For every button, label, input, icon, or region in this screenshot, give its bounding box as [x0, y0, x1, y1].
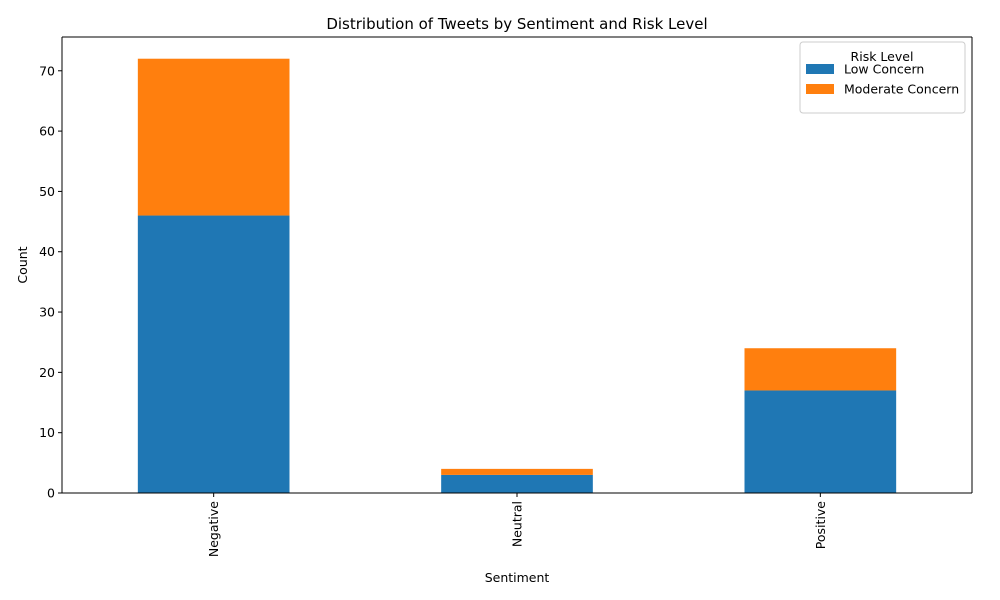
legend-label-low-concern: Low Concern — [844, 62, 924, 77]
bar-neutral-low-concern — [441, 474, 593, 493]
y-tick-label: 0 — [47, 486, 55, 501]
y-tick-label: 40 — [39, 244, 55, 259]
bar-negative-low-concern — [137, 215, 290, 494]
x-tick-label-negative: Negative — [206, 501, 221, 557]
legend-swatch-moderate-concern — [806, 84, 834, 94]
bar-positive-low-concern — [744, 390, 897, 493]
bars-layer — [137, 58, 897, 494]
x-axis-ticks: Negative Neutral Positive — [206, 493, 828, 557]
x-tick-label-positive: Positive — [813, 501, 828, 549]
x-tick-label-neutral: Neutral — [510, 501, 525, 547]
bar-neutral-moderate-concern — [441, 468, 593, 475]
y-tick-label: 10 — [39, 425, 55, 440]
y-axis-label: Count — [15, 246, 30, 283]
legend-label-moderate-concern: Moderate Concern — [844, 82, 959, 97]
y-tick-label: 60 — [39, 124, 55, 139]
y-axis-ticks: 0 10 20 30 40 50 60 70 — [39, 63, 62, 501]
bar-negative-moderate-concern — [137, 58, 290, 216]
legend-frame — [799, 41, 966, 114]
y-tick-label: 20 — [39, 365, 55, 380]
legend: Risk Level Low Concern Moderate Concern — [799, 41, 966, 114]
chart-title: Distribution of Tweets by Sentiment and … — [326, 15, 707, 33]
legend-title: Risk Level — [851, 49, 914, 64]
y-tick-label: 70 — [39, 63, 55, 78]
y-tick-label: 50 — [39, 184, 55, 199]
x-axis-label: Sentiment — [485, 570, 550, 585]
legend-swatch-low-concern — [806, 64, 834, 74]
y-tick-label: 30 — [39, 305, 55, 320]
bar-positive-moderate-concern — [744, 348, 897, 391]
